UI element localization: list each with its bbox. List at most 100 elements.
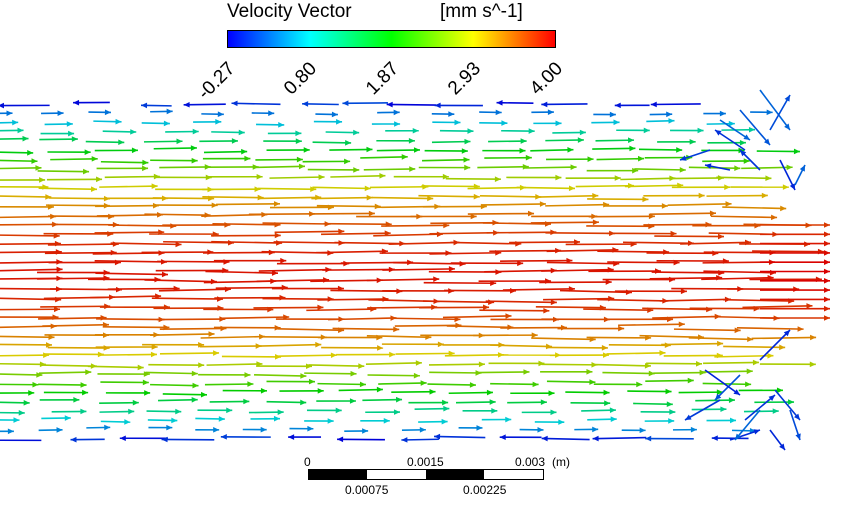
vector-arrow — [145, 371, 198, 375]
vector-arrowhead — [547, 109, 554, 115]
vector-arrowhead — [226, 407, 233, 414]
vector-arrow — [0, 251, 62, 254]
vector-arrow — [40, 305, 111, 308]
vector-arrow — [559, 289, 633, 294]
vector-arrow — [744, 394, 776, 421]
vector-arrow — [545, 232, 616, 235]
vector-arrowhead — [483, 304, 490, 311]
vector-arrowhead — [609, 111, 616, 118]
vector-arrowhead — [163, 304, 170, 310]
vector-arrowhead — [208, 331, 215, 337]
vector-arrow — [545, 203, 610, 207]
vector-arrowhead — [768, 395, 775, 401]
vector-arrow — [0, 167, 42, 170]
vector-arrow — [543, 297, 615, 301]
vector-arrowhead — [57, 110, 64, 116]
vector-arrowhead — [771, 214, 778, 221]
vector-arrowhead — [539, 201, 546, 207]
vector-arrowhead — [670, 230, 677, 237]
vector-arrow — [602, 371, 655, 375]
vector-arrow — [642, 307, 713, 311]
vector-arrowhead — [650, 101, 657, 108]
vector-arrowhead — [618, 325, 625, 332]
vector-arrowhead — [719, 110, 726, 117]
vector-arrowhead — [809, 361, 816, 368]
vector-arrowhead — [27, 149, 34, 156]
vector-arrow — [477, 165, 529, 169]
vector-arrow — [304, 372, 357, 375]
vector-arrow — [366, 334, 432, 339]
vector-arrowhead — [448, 111, 455, 117]
vector-arrow — [329, 148, 373, 151]
vector-arrowhead — [200, 391, 207, 398]
vector-arrow — [531, 337, 596, 341]
vector-arrow — [688, 166, 741, 170]
vector-arrowhead — [685, 414, 692, 420]
vector-arrowhead — [259, 333, 266, 340]
vector-arrowhead — [767, 352, 774, 359]
vector-arrowhead — [689, 138, 696, 145]
vector-arrowhead — [303, 147, 310, 153]
vector-arrowhead — [166, 424, 173, 431]
scale-bar — [308, 469, 544, 480]
vector-arrowhead — [797, 326, 804, 332]
vector-arrowhead — [654, 268, 662, 274]
vector-arrowhead — [260, 387, 267, 394]
vector-arrowhead — [609, 407, 616, 414]
vector-arrowhead — [679, 167, 686, 173]
vector-arrowhead — [528, 210, 535, 217]
vector-arrowhead — [213, 350, 220, 356]
vector-arrow — [546, 261, 620, 265]
vector-arrowhead — [215, 119, 222, 125]
vector-arrowhead — [295, 138, 302, 144]
vector-arrowhead — [752, 359, 759, 366]
vector-arrow — [39, 138, 78, 141]
vector-arrow — [736, 326, 804, 330]
vector-arrow — [429, 251, 502, 255]
vector-arrow — [37, 277, 110, 280]
vector-arrowhead — [614, 175, 621, 181]
vector-arrow — [583, 308, 654, 312]
vector-arrow — [183, 103, 226, 106]
vector-arrowhead — [517, 260, 524, 267]
vector-arrow — [401, 438, 439, 441]
vector-arrowhead — [119, 435, 126, 442]
vector-arrowhead — [331, 111, 338, 118]
vector-arrowhead — [705, 163, 712, 169]
vector-arrow — [620, 177, 676, 181]
vector-arrow — [330, 174, 386, 178]
vector-arrow — [530, 221, 599, 224]
vector-arrowhead — [659, 350, 666, 356]
vector-arrowhead — [668, 118, 675, 124]
vector-arrowhead — [602, 352, 609, 358]
vector-arrow — [431, 140, 471, 144]
vector-arrowhead — [695, 360, 703, 367]
vector-arrow — [215, 286, 288, 290]
vector-arrowhead — [108, 213, 115, 220]
vector-arrowhead — [537, 427, 544, 433]
vector-arrow — [94, 231, 165, 234]
vector-arrowhead — [278, 122, 285, 128]
vector-arrow — [0, 343, 52, 346]
vector-arrow — [317, 382, 366, 386]
vector-arrowhead — [712, 250, 719, 257]
vector-arrow — [37, 170, 90, 173]
vector-arrowhead — [23, 400, 30, 406]
vector-arrowhead — [364, 185, 371, 192]
vector-arrowhead — [783, 330, 790, 337]
vector-arrow — [259, 343, 322, 347]
vector-arrowhead — [765, 175, 772, 182]
vector-arrowhead — [260, 426, 267, 433]
vector-arrowhead — [257, 194, 264, 201]
vector-arrowhead — [469, 382, 476, 388]
vector-arrowhead — [318, 174, 325, 180]
vector-arrow — [624, 184, 684, 188]
vector-arrowhead — [632, 167, 639, 174]
vector-arrow — [0, 234, 60, 237]
vector-arrowhead — [142, 159, 149, 166]
vector-arrow — [673, 328, 741, 332]
scale-unit: (m) — [552, 455, 570, 469]
vector-arrowhead — [317, 304, 324, 311]
vector-arrowhead — [510, 287, 517, 294]
vector-arrowhead — [532, 381, 539, 388]
